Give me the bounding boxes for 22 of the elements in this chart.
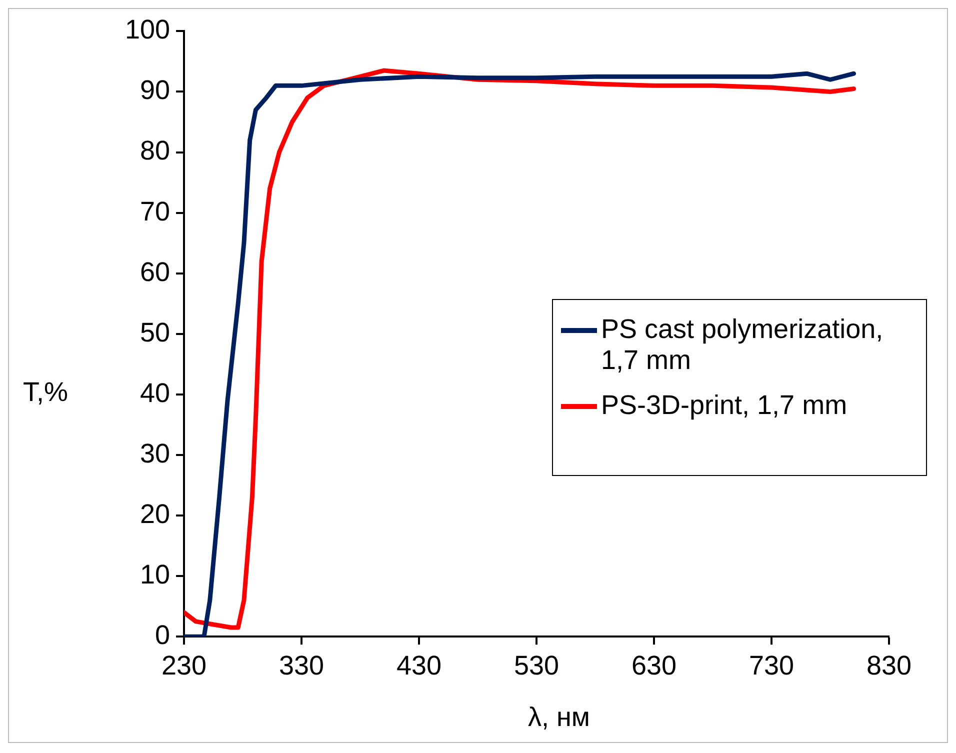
x-axis-title: λ, нм [527, 702, 591, 733]
x-tick-label: 430 [396, 650, 442, 680]
y-axis-title: T,% [23, 377, 68, 408]
y-tick-label: 80 [140, 136, 170, 166]
y-tick-label: 100 [124, 14, 170, 45]
x-tick-label: 230 [162, 650, 207, 680]
legend-label: PS-3D-print, 1,7 mm [601, 390, 848, 421]
x-tick-label: 530 [514, 650, 560, 680]
y-tick-label: 60 [140, 256, 170, 287]
y-tick-label: 0 [155, 620, 170, 650]
x-tick-label: 330 [279, 650, 324, 680]
x-tick-label: 830 [866, 650, 912, 680]
x-tick-label: 730 [748, 650, 794, 680]
x-tick-label: 630 [631, 650, 677, 680]
y-tick-label: 20 [140, 498, 170, 529]
y-tick-label: 70 [140, 196, 170, 226]
y-tick-label: 90 [140, 75, 170, 106]
legend-label: PS cast polymerization, 1,7 mm [601, 314, 884, 376]
y-tick-label: 30 [140, 438, 170, 468]
y-tick-label: 10 [140, 560, 170, 590]
y-tick-label: 40 [140, 378, 170, 408]
y-tick-label: 50 [140, 317, 170, 348]
